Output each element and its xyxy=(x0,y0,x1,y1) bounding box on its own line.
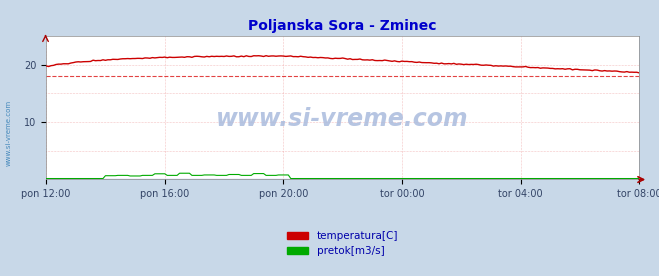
Legend: temperatura[C], pretok[m3/s]: temperatura[C], pretok[m3/s] xyxy=(283,227,402,260)
Text: www.si-vreme.com: www.si-vreme.com xyxy=(216,107,469,131)
Text: www.si-vreme.com: www.si-vreme.com xyxy=(5,99,12,166)
Title: Poljanska Sora - Zminec: Poljanska Sora - Zminec xyxy=(248,19,437,33)
